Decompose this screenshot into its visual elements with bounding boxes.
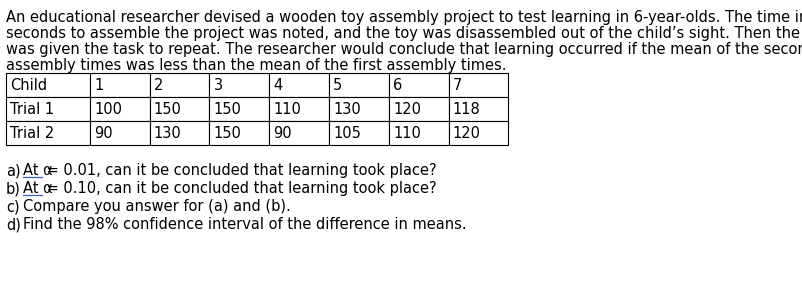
Text: At α: At α [23,163,53,178]
Bar [149,97,209,121]
Bar [90,121,149,145]
Text: 150: 150 [213,126,241,141]
Text: Child: Child [10,77,47,92]
Text: Compare you answer for (a) and (b).: Compare you answer for (a) and (b). [23,199,290,214]
Bar [388,73,448,97]
Text: 130: 130 [333,101,361,116]
Text: 4: 4 [273,77,282,92]
Text: Trial 1: Trial 1 [10,101,55,116]
Bar [149,121,209,145]
Text: 7: 7 [452,77,462,92]
Bar [6,121,90,145]
Bar [209,73,269,97]
Text: a): a) [6,163,20,178]
Text: At α: At α [23,181,53,196]
Bar [448,121,508,145]
Text: 105: 105 [333,126,361,141]
Text: = 0.01, can it be concluded that learning took place?: = 0.01, can it be concluded that learnin… [43,163,436,178]
Bar [6,97,90,121]
Text: assembly times was less than the mean of the first assembly times.: assembly times was less than the mean of… [6,58,506,73]
Text: 150: 150 [213,101,241,116]
Text: 120: 120 [393,101,420,116]
Text: d): d) [6,217,21,232]
Bar [149,73,209,97]
Bar [269,97,329,121]
Text: 100: 100 [94,101,122,116]
Bar [90,73,149,97]
Text: An educational researcher devised a wooden toy assembly project to test learning: An educational researcher devised a wood… [6,10,802,25]
Text: 5: 5 [333,77,342,92]
Text: 150: 150 [154,101,181,116]
Text: = 0.10, can it be concluded that learning took place?: = 0.10, can it be concluded that learnin… [43,181,436,196]
Text: Trial 2: Trial 2 [10,126,55,141]
Text: c): c) [6,199,19,214]
Bar [448,97,508,121]
Text: 6: 6 [393,77,402,92]
Bar [269,121,329,145]
Bar [6,73,90,97]
Bar [388,97,448,121]
Text: 3: 3 [213,77,222,92]
Text: 110: 110 [393,126,420,141]
Bar [329,73,388,97]
Text: 118: 118 [452,101,480,116]
Text: b): b) [6,181,21,196]
Bar [329,97,388,121]
Text: 90: 90 [273,126,292,141]
Bar [269,73,329,97]
Text: 120: 120 [452,126,480,141]
Bar [209,121,269,145]
Text: 90: 90 [94,126,112,141]
Text: was given the task to repeat. The researcher would conclude that learning occurr: was given the task to repeat. The resear… [6,42,802,57]
Bar [388,121,448,145]
Bar [90,97,149,121]
Text: 130: 130 [154,126,181,141]
Bar [209,97,269,121]
Text: seconds to assemble the project was noted, and the toy was disassembled out of t: seconds to assemble the project was note… [6,26,802,41]
Bar [329,121,388,145]
Text: 110: 110 [273,101,301,116]
Bar [448,73,508,97]
Text: Find the 98% confidence interval of the difference in means.: Find the 98% confidence interval of the … [23,217,467,232]
Text: 2: 2 [154,77,163,92]
Text: 1: 1 [94,77,103,92]
